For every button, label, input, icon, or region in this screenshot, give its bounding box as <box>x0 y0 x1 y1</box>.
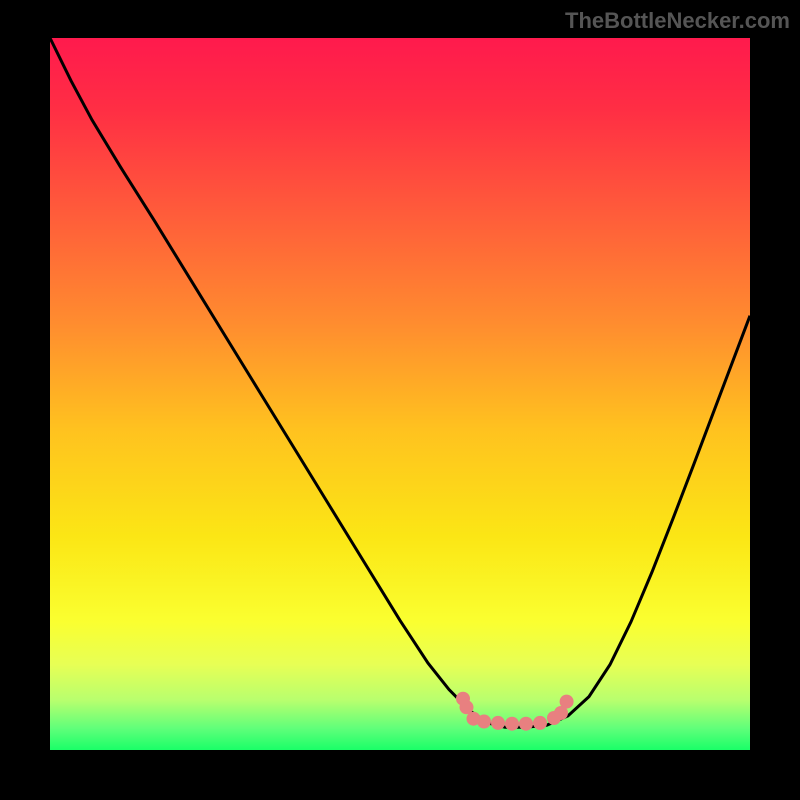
marker-dot <box>505 717 519 731</box>
optimal-range-markers <box>456 692 574 731</box>
marker-dot <box>519 717 533 731</box>
watermark-text: TheBottleNecker.com <box>565 8 790 34</box>
bottleneck-chart <box>50 38 750 750</box>
chart-curve-layer <box>50 38 750 750</box>
marker-dot <box>491 716 505 730</box>
marker-dot <box>533 716 547 730</box>
bottleneck-curve <box>50 38 750 727</box>
marker-dot <box>560 695 574 709</box>
marker-dot <box>477 715 491 729</box>
